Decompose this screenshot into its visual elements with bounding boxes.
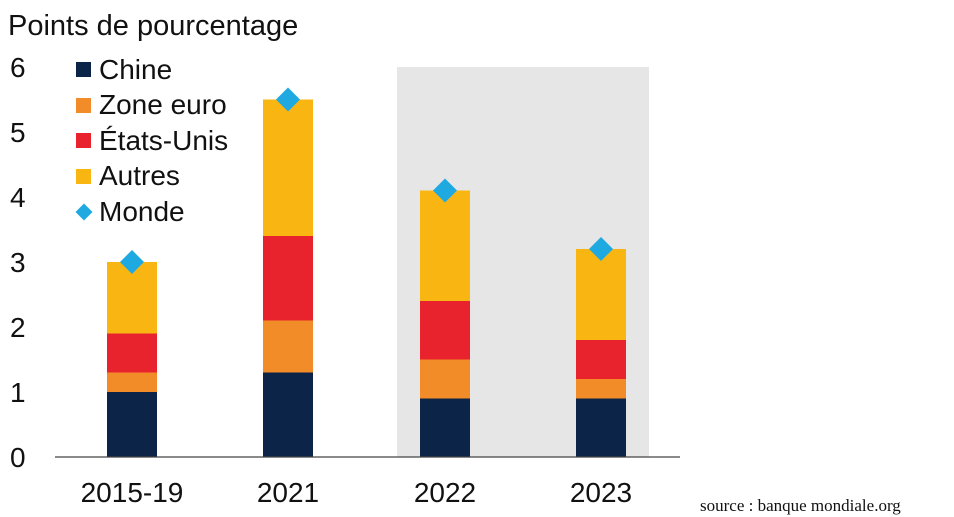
- y-tick-label: 2: [10, 312, 26, 343]
- legend-swatch-etats-unis: [76, 133, 91, 149]
- legend-swatch-chine: [76, 62, 91, 78]
- legend: Chine Zone euro États-Unis Autres Monde: [75, 52, 228, 230]
- legend-label-zone-euro: Zone euro: [99, 89, 227, 121]
- legend-label-chine: Chine: [99, 53, 173, 85]
- legend-swatch-autres: [76, 168, 91, 184]
- y-tick-label: 5: [10, 117, 26, 148]
- bar-chine-2021: [263, 372, 313, 457]
- y-tick-label: 6: [10, 52, 26, 83]
- y-tick-label: 3: [10, 247, 26, 278]
- y-tick-label: 0: [10, 442, 26, 473]
- legend-swatch-zone-euro: [76, 97, 91, 113]
- bar-zone-euro-2015-19: [107, 372, 157, 392]
- marker-monde-2015-19: [120, 250, 144, 274]
- y-tick-label: 4: [10, 182, 26, 213]
- bar-chine-2015-19: [107, 392, 157, 457]
- bar-etats-unis-2023: [576, 340, 626, 379]
- y-tick-label: 1: [10, 377, 26, 408]
- monde-markers: [120, 87, 613, 274]
- x-tick-label: 2021: [257, 477, 319, 508]
- bar-etats-unis-2015-19: [107, 333, 157, 373]
- bars: [107, 99, 626, 457]
- bar-autres-2023: [576, 249, 626, 340]
- bar-etats-unis-2021: [263, 236, 313, 321]
- bar-chine-2022: [420, 398, 470, 457]
- x-tick-label: 2022: [414, 477, 476, 508]
- legend-item-monde: Monde: [75, 194, 228, 230]
- legend-label-etats-unis: États-Unis: [99, 124, 229, 156]
- x-tick-label: 2015-19: [81, 477, 184, 508]
- y-axis-title: Points de pourcentage: [8, 10, 299, 42]
- marker-monde-2023: [589, 237, 613, 261]
- bar-zone-euro-2021: [263, 320, 313, 373]
- source-note: source : banque mondiale.org: [700, 496, 901, 515]
- bar-autres-2022: [420, 190, 470, 301]
- legend-item-chine: Chine: [76, 52, 228, 88]
- marker-monde-2021: [276, 87, 300, 112]
- legend-item-etats-unis: États-Unis: [76, 123, 228, 159]
- axes: 0 1 2 3 4 5 6 2015-19 2021 2022 2023: [10, 52, 680, 508]
- marker-monde-2022: [433, 178, 457, 203]
- x-tick-label: 2023: [570, 477, 632, 508]
- legend-item-zone-euro: Zone euro: [76, 88, 228, 124]
- bar-chine-2023: [576, 398, 626, 457]
- bar-zone-euro-2023: [576, 379, 626, 399]
- bar-autres-2021: [263, 99, 313, 236]
- legend-label-autres: Autres: [99, 160, 180, 192]
- bar-zone-euro-2022: [420, 359, 470, 399]
- legend-diamond-monde: [75, 203, 93, 221]
- legend-item-autres: Autres: [76, 159, 228, 195]
- bar-etats-unis-2022: [420, 301, 470, 360]
- legend-label-monde: Monde: [99, 195, 185, 227]
